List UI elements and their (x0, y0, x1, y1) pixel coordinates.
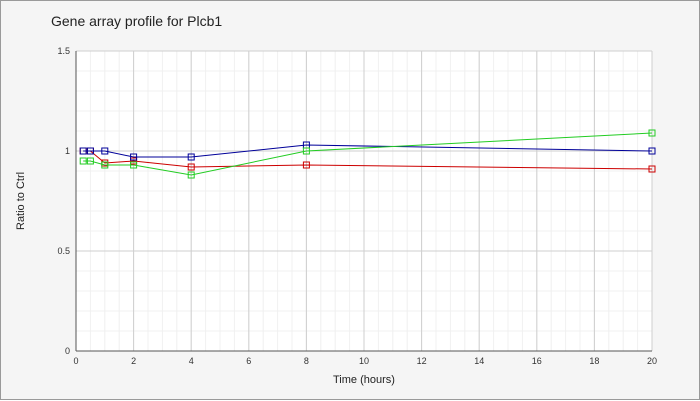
series-2-point (648, 147, 656, 155)
series-2-point (79, 147, 87, 155)
series-2-point (101, 147, 109, 155)
series-2-point (187, 153, 195, 161)
x-tick-label: 18 (589, 356, 599, 366)
series-3-point (187, 171, 195, 179)
x-axis-label: Time (hours) (333, 374, 395, 386)
series-3-point (130, 161, 138, 169)
x-tick-label: 0 (73, 356, 78, 366)
x-tick-label: 10 (359, 356, 369, 366)
series-3-line (83, 132, 653, 176)
y-tick-label: 1.5 (57, 46, 70, 56)
x-tick-label: 14 (474, 356, 484, 366)
series-2-point (130, 153, 138, 161)
x-tick-label: 4 (189, 356, 194, 366)
x-tick-label: 16 (532, 356, 542, 366)
series-3-point (86, 157, 94, 165)
series-1-point (130, 157, 138, 165)
series-2-line (83, 144, 653, 158)
series-3-point (648, 129, 656, 137)
series-3-point (302, 147, 310, 155)
y-tick-label: 0 (65, 346, 70, 356)
x-tick-label: 8 (304, 356, 309, 366)
series-1-point (648, 165, 656, 173)
series-3-point (79, 157, 87, 165)
x-tick-label: 20 (647, 356, 657, 366)
x-tick-label: 6 (246, 356, 251, 366)
y-tick-label: 1 (65, 146, 70, 156)
x-tick-label: 2 (131, 356, 136, 366)
series-2-point (86, 147, 94, 155)
series-1-point (187, 163, 195, 171)
series-1-point (302, 161, 310, 169)
y-tick-label: 0.5 (57, 246, 70, 256)
series-3-point (101, 161, 109, 169)
x-tick-label: 12 (417, 356, 427, 366)
chart-title: Gene array profile for Plcb1 (51, 13, 223, 29)
